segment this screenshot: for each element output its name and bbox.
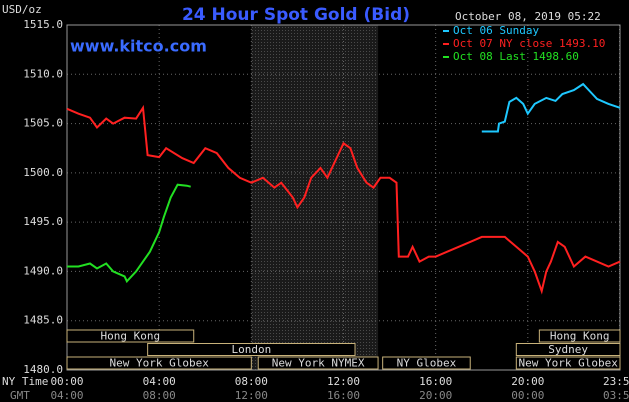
series-line — [66, 104, 621, 295]
series-line — [67, 183, 191, 284]
session-label: London — [231, 343, 271, 356]
session-label: NY Globex — [397, 357, 457, 370]
x-tick-label: 04:00 — [143, 375, 176, 388]
series-line — [481, 82, 621, 133]
session-label: New York Globex — [518, 357, 618, 370]
legend-label: Oct 07 NY close 1493.10 — [453, 37, 605, 50]
gmt-label: GMT — [10, 389, 30, 402]
chart-title: 24 Hour Spot Gold (Bid) — [182, 5, 410, 25]
session-box — [66, 329, 195, 343]
y-tick-label: 1505.0 — [23, 117, 63, 130]
x-tick-label: 00:00 — [50, 375, 83, 388]
site-url: www.kitco.com — [70, 37, 207, 56]
y-tick-label: 1515.0 — [23, 18, 63, 31]
gmt-tick-label: 08:00 — [143, 389, 176, 402]
session-box — [538, 329, 621, 343]
timestamp: October 08, 2019 05:22 — [455, 10, 601, 23]
x-tick-label: 20:00 — [511, 375, 544, 388]
plot-border — [66, 24, 621, 371]
session-box — [147, 343, 356, 356]
y-tick-label: 1480.0 — [23, 363, 63, 376]
session-label: Hong Kong — [101, 330, 161, 343]
session-box — [515, 343, 621, 356]
session-label: Hong Kong — [550, 330, 610, 343]
gmt-tick-label: 20:00 — [419, 389, 452, 402]
unit-label: USD/oz — [2, 3, 42, 16]
gmt-tick-label: 03:59 — [603, 389, 629, 402]
x-tick-label: 16:00 — [419, 375, 452, 388]
y-tick-label: 1500.0 — [23, 166, 63, 179]
gmt-tick-label: 00:00 — [511, 389, 544, 402]
session-label: New York Globex — [109, 357, 209, 370]
x-tick-label: 12:00 — [327, 375, 360, 388]
session-box — [382, 356, 471, 370]
y-tick-label: 1490.0 — [23, 264, 63, 277]
x-tick-label: 08:00 — [235, 375, 268, 388]
session-label: New York NYMEX — [272, 357, 365, 370]
session-box — [66, 356, 252, 370]
highlight-band — [251, 25, 379, 370]
y-tick-label: 1485.0 — [23, 314, 63, 327]
ny-time-label: NY Time — [2, 375, 48, 388]
legend-label: Oct 08 Last 1498.60 — [453, 50, 579, 63]
gmt-tick-label: 16:00 — [327, 389, 360, 402]
x-tick-label: 23:59 — [603, 375, 629, 388]
gmt-tick-label: 04:00 — [50, 389, 83, 402]
session-box — [257, 356, 379, 370]
y-tick-label: 1510.0 — [23, 67, 63, 80]
legend-label: Oct 06 Sunday — [453, 24, 539, 37]
session-box — [515, 356, 621, 370]
y-tick-label: 1495.0 — [23, 215, 63, 228]
gmt-tick-label: 12:00 — [235, 389, 268, 402]
session-label: Sydney — [548, 343, 588, 356]
